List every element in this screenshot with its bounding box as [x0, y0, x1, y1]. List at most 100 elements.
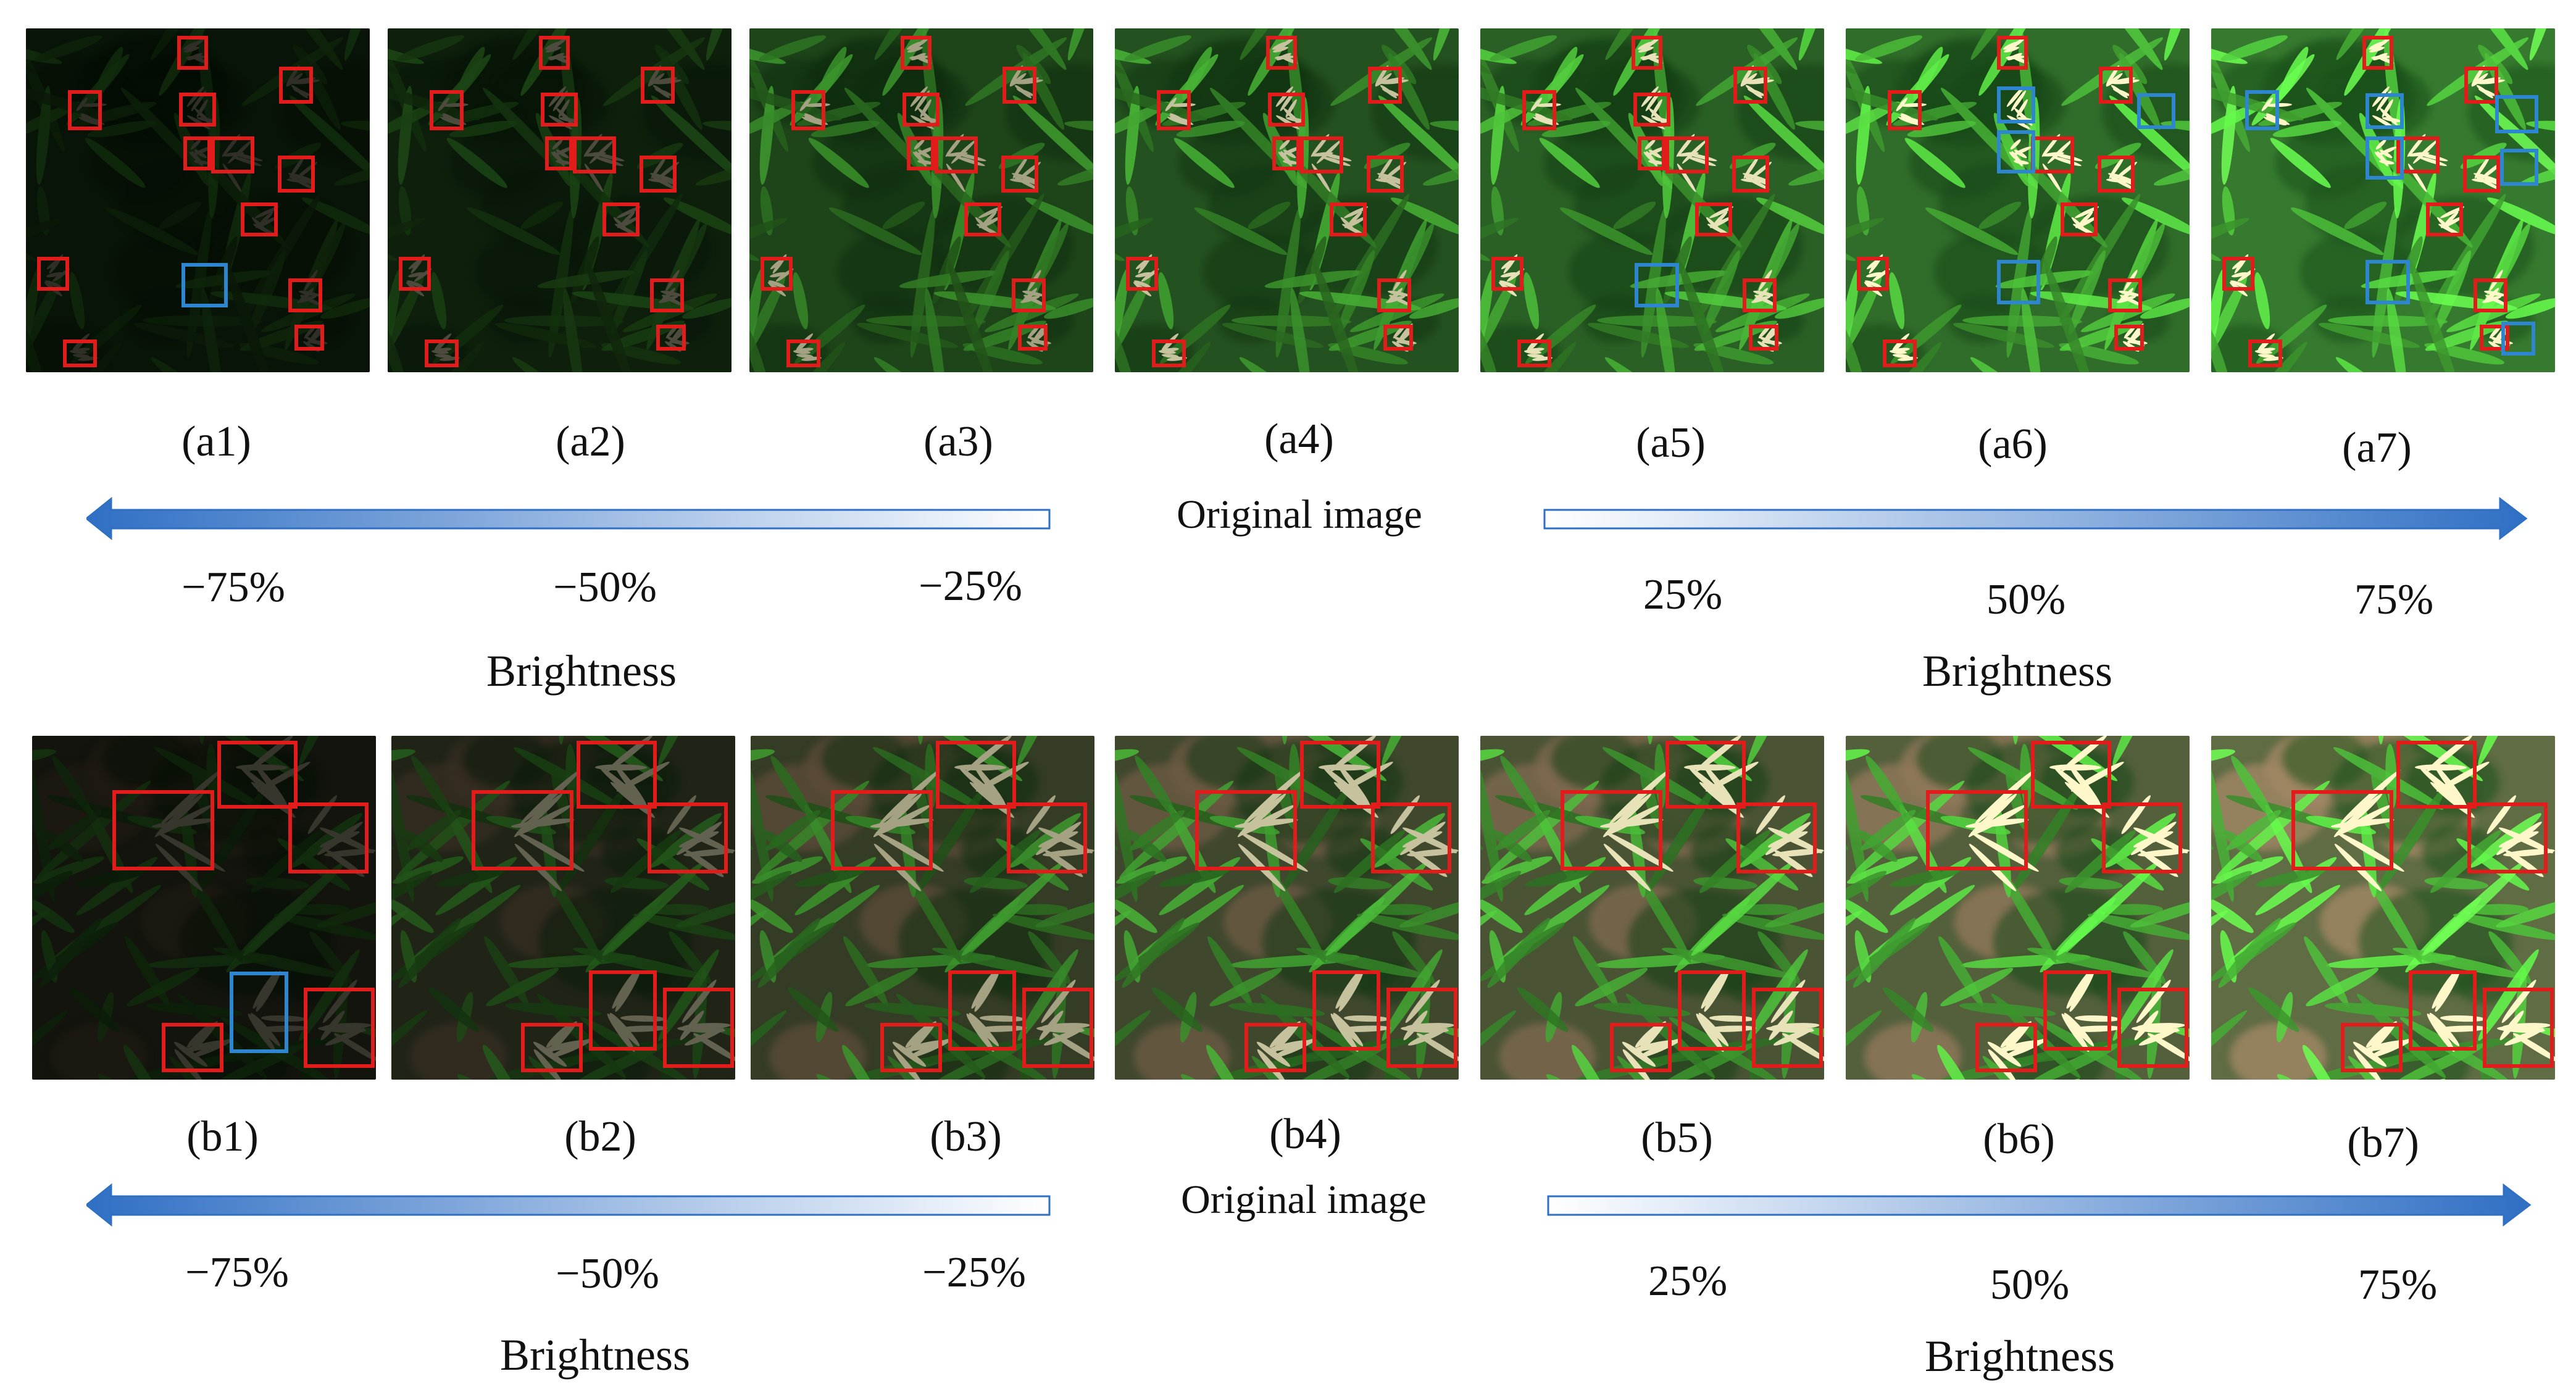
- detection-box: [1330, 202, 1367, 236]
- detection-box: [2480, 325, 2509, 351]
- detection-box: [1888, 90, 1922, 130]
- detection-box: [2031, 136, 2074, 173]
- panel-caption-a4: (a4): [1264, 415, 1334, 463]
- panel-caption-a2: (a2): [556, 418, 625, 465]
- missed-detection-box: [2137, 93, 2175, 129]
- detection-box: [1367, 156, 1404, 193]
- panel-caption-b4: (b4): [1269, 1110, 1341, 1158]
- level-minus-25-b: −25%: [922, 1249, 1026, 1296]
- missed-detection-box: [1997, 130, 2035, 173]
- detection-box: [2396, 741, 2477, 809]
- brightness-label-left-a: Brightness: [486, 646, 677, 696]
- detection-box: [1678, 970, 1746, 1051]
- detection-box: [1383, 325, 1413, 351]
- detection-box: [2467, 802, 2548, 873]
- detection-box: [761, 257, 793, 291]
- detection-box: [2291, 790, 2393, 870]
- level-minus-75-a: −75%: [181, 564, 285, 611]
- detection-box: [640, 156, 677, 193]
- decreasing-brightness-arrow: [86, 1183, 1051, 1227]
- detection-box: [2463, 156, 2500, 193]
- panel-caption-b7: (b7): [2347, 1119, 2419, 1167]
- detection-box: [1244, 1023, 1306, 1072]
- detection-box: [1371, 802, 1451, 873]
- level-plus-25-a: 25%: [1643, 571, 1723, 619]
- detection-box: [573, 136, 616, 173]
- panel-a7: [2211, 28, 2555, 372]
- detection-box: [1152, 340, 1186, 367]
- detection-box: [656, 325, 686, 351]
- detection-box: [288, 278, 322, 312]
- missed-detection-box: [1997, 260, 2040, 304]
- detection-box: [1975, 1023, 2037, 1072]
- detection-box: [2098, 156, 2135, 193]
- increasing-brightness-arrow: [1543, 496, 2528, 541]
- detection-box: [602, 202, 640, 236]
- detection-box: [1561, 790, 1662, 870]
- panel-a2: [388, 28, 732, 372]
- detection-box: [2114, 325, 2144, 351]
- panel-a4: [1115, 28, 1459, 372]
- detection-box: [294, 325, 324, 351]
- detection-box: [1883, 340, 1917, 367]
- panel-b7: [2211, 736, 2555, 1080]
- detection-box: [2031, 741, 2111, 809]
- detection-box: [177, 36, 208, 70]
- detection-box: [650, 278, 684, 312]
- panel-caption-a3: (a3): [923, 418, 993, 465]
- detection-box: [541, 93, 578, 127]
- brightness-label-right-b: Brightness: [1924, 1331, 2115, 1381]
- detection-box: [791, 90, 825, 130]
- detection-box: [521, 1023, 583, 1072]
- missed-detection-box: [1635, 263, 1679, 307]
- detection-box: [2248, 340, 2282, 367]
- detection-box: [1377, 278, 1411, 312]
- detection-box: [1157, 90, 1191, 130]
- detection-box: [1610, 1023, 1672, 1072]
- detection-box: [430, 90, 464, 130]
- detection-box: [1633, 93, 1670, 127]
- detection-box: [1665, 136, 1709, 173]
- panel-caption-b6: (b6): [1983, 1115, 2055, 1163]
- detection-box: [1733, 67, 1767, 104]
- detection-box: [1665, 741, 1746, 809]
- panel-a3: [749, 28, 1093, 372]
- level-minus-50-b: −50%: [556, 1250, 659, 1298]
- level-plus-50-a: 50%: [1986, 576, 2066, 623]
- detection-box: [37, 257, 69, 291]
- panel-a1: [26, 28, 370, 372]
- missed-detection-box: [230, 972, 288, 1053]
- detection-box: [1266, 36, 1297, 70]
- panel-caption-a1: (a1): [181, 418, 251, 465]
- detection-box: [880, 1023, 942, 1072]
- detection-box: [1272, 136, 1300, 170]
- panel-b1: [32, 736, 376, 1080]
- original-image-label-b: Original image: [1181, 1177, 1427, 1222]
- detection-box: [1736, 802, 1817, 873]
- detection-box: [1007, 802, 1087, 873]
- missed-detection-box: [2366, 93, 2404, 129]
- missed-detection-box: [2500, 149, 2538, 186]
- missed-detection-box: [2501, 322, 2535, 356]
- detection-box: [1743, 278, 1777, 312]
- detection-box: [1126, 257, 1158, 291]
- detection-box: [2426, 202, 2463, 236]
- detection-box: [1022, 988, 1093, 1068]
- detection-box: [545, 136, 573, 170]
- level-minus-25-a: −25%: [919, 562, 1022, 610]
- level-plus-25-b: 25%: [1648, 1257, 1728, 1305]
- detection-box: [2043, 970, 2111, 1051]
- detection-box: [1632, 36, 1662, 70]
- detection-box: [589, 970, 657, 1051]
- detection-box: [1997, 36, 2028, 70]
- detection-box: [472, 790, 573, 870]
- panel-caption-b2: (b2): [564, 1113, 636, 1160]
- detection-box: [2474, 278, 2507, 312]
- detection-box: [936, 741, 1016, 809]
- detection-box: [902, 93, 940, 127]
- panel-b3: [751, 736, 1094, 1080]
- detection-box: [217, 741, 298, 809]
- panel-b2: [391, 736, 735, 1080]
- detection-box: [935, 136, 978, 173]
- detection-box: [279, 67, 313, 104]
